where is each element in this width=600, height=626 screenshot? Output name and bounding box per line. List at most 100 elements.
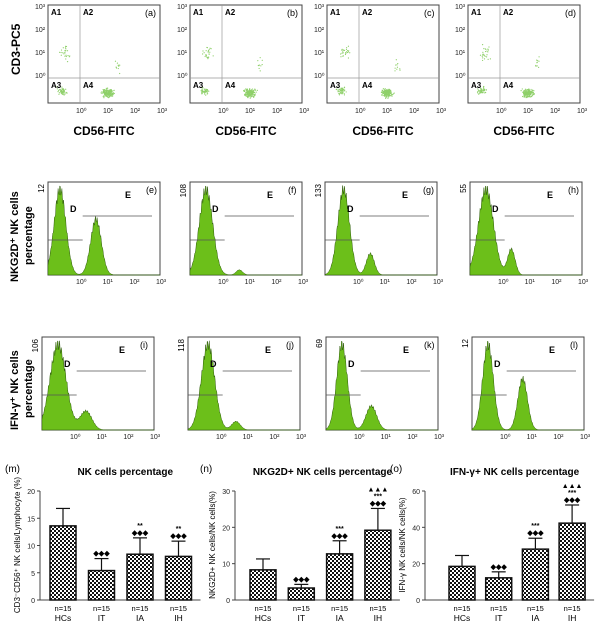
panel-label: (j): [286, 340, 294, 350]
x-tick-label: 10⁰: [76, 107, 87, 115]
event-dot: [108, 94, 111, 96]
event-dot: [110, 90, 112, 92]
quadrant-label-a2: A2: [503, 8, 514, 17]
event-dot: [526, 96, 528, 99]
bar-ia: [126, 553, 154, 601]
x-tick-label: 10³: [434, 434, 445, 441]
gate-d-label: D: [492, 204, 499, 214]
event-dot: [526, 90, 528, 92]
event-dot: [482, 92, 484, 94]
event-dot: [261, 59, 263, 61]
event-dot: [391, 94, 394, 96]
event-dot: [527, 96, 529, 98]
event-dot: [208, 53, 210, 55]
y-tick-label: 20: [412, 562, 420, 569]
event-dot: [258, 67, 260, 70]
quadrant-label-a3: A3: [51, 81, 62, 90]
event-dot: [105, 91, 108, 94]
event-dot: [345, 52, 347, 54]
event-dot: [537, 60, 539, 62]
x-tick-label: 10⁰: [496, 107, 507, 115]
x-tick-label: 10²: [123, 434, 134, 441]
event-dot: [536, 59, 538, 61]
event-dot: [201, 92, 203, 94]
event-dot: [390, 94, 392, 97]
event-dot: [385, 97, 387, 100]
event-dot: [343, 87, 345, 89]
event-dot: [536, 65, 538, 67]
event-dot: [112, 92, 114, 94]
event-dot: [486, 54, 488, 56]
event-dot: [212, 55, 214, 57]
category-label: IA: [136, 613, 144, 623]
y-tick-label: 10¹: [35, 50, 46, 57]
event-dot: [63, 93, 65, 95]
x-tick-label: 10²: [553, 434, 564, 441]
event-dot: [384, 88, 386, 90]
event-dot: [103, 89, 105, 91]
x-tick-label: 10¹: [243, 434, 254, 441]
y-tick-label: 20: [222, 525, 230, 532]
event-dot: [526, 91, 528, 93]
panel-label: (o): [390, 464, 402, 475]
y-tick-label: 10: [222, 562, 230, 569]
x-tick-label: 10⁰: [353, 278, 364, 286]
event-dot: [66, 50, 69, 52]
event-dot: [478, 90, 480, 92]
y-max-label: 55: [459, 183, 468, 192]
event-dot: [108, 96, 110, 99]
event-dot: [64, 93, 66, 95]
n-label: n=15: [564, 604, 581, 613]
hist-row2-y-label-2: percentage: [23, 359, 35, 418]
event-dot: [104, 90, 106, 92]
gate-d-label: D: [70, 204, 77, 214]
event-dot: [104, 92, 106, 94]
y-tick-label: 10⁰: [35, 72, 46, 80]
event-dot: [247, 96, 249, 98]
event-dot: [487, 49, 490, 51]
event-dot: [209, 51, 211, 53]
event-dot: [58, 92, 61, 94]
y-tick-label: 10⁰: [455, 72, 466, 80]
gate-e-label: E: [265, 345, 271, 355]
event-dot: [392, 93, 394, 95]
event-dot: [204, 88, 206, 90]
panel-label: (a): [145, 8, 156, 18]
histogram-panel: 12 (l) D E 10⁰ 10¹ 10² 10³: [461, 336, 591, 441]
gate-d-label: D: [494, 359, 501, 369]
event-dot: [480, 92, 482, 94]
event-dot: [244, 94, 246, 97]
event-dot: [66, 61, 69, 63]
event-dot: [204, 54, 207, 56]
event-dot: [530, 92, 532, 94]
event-dot: [529, 95, 531, 97]
chart-title: NKG2D+ NK cells percentage: [253, 467, 393, 478]
event-dot: [337, 86, 339, 88]
significance-marker: ◆◆◆: [369, 500, 387, 507]
event-dot: [117, 67, 119, 70]
x-tick-label: 10⁰: [500, 433, 511, 441]
event-dot: [58, 93, 60, 95]
event-dot: [204, 89, 206, 91]
event-dot: [381, 93, 384, 95]
event-dot: [62, 90, 65, 92]
event-dot: [206, 89, 209, 91]
event-dot: [342, 89, 344, 91]
plot-frame: [47, 4, 161, 104]
event-dot: [489, 58, 491, 60]
event-dot: [484, 50, 487, 53]
event-dot: [208, 56, 210, 58]
event-dot: [208, 90, 210, 92]
event-dot: [61, 89, 63, 91]
event-dot: [476, 92, 479, 94]
n-label: n=15: [293, 604, 310, 613]
event-dot: [106, 89, 109, 92]
event-dot: [340, 89, 342, 92]
y-tick-label: 10²: [314, 27, 325, 34]
panel-label: (m): [5, 464, 20, 475]
event-dot: [59, 51, 61, 53]
event-dot: [252, 90, 254, 93]
event-dot: [338, 93, 340, 95]
n-label: n=15: [55, 604, 72, 613]
event-dot: [202, 87, 204, 89]
